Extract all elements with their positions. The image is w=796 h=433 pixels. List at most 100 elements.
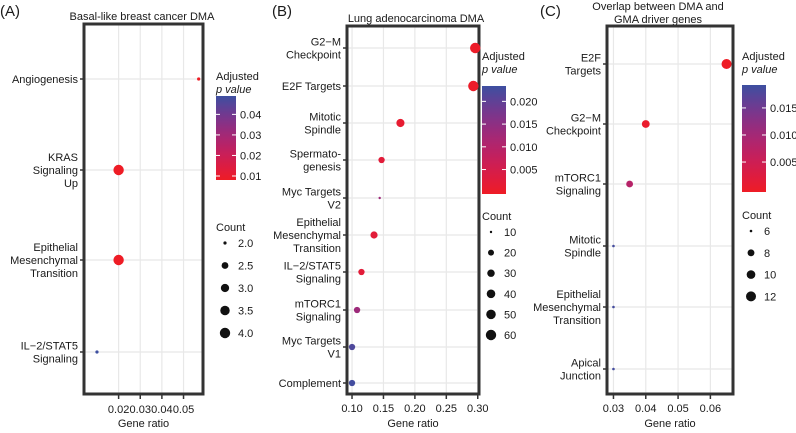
x-tick-label: 0.25 <box>436 403 457 415</box>
category-label: Complement <box>279 378 341 390</box>
color-bar <box>216 96 236 180</box>
x-tick-label: 0.20 <box>404 403 425 415</box>
color-legend-title: p value <box>481 64 517 76</box>
plot-frame <box>605 24 735 396</box>
size-legend-label: 6 <box>764 226 770 238</box>
panel-a: (A) Basal-like breast cancer DMA Angiogene… <box>0 3 261 430</box>
plot-frame <box>345 24 481 396</box>
size-legend-title: Count <box>482 211 511 223</box>
category-label: Mesenchymal <box>533 302 601 314</box>
size-legend-dot <box>220 305 230 316</box>
data-point <box>113 164 124 176</box>
plot-frame <box>82 22 205 396</box>
category-label: Spindle <box>564 248 601 260</box>
data-point <box>612 367 615 371</box>
category-label: Mesenchymal <box>273 230 341 242</box>
data-point <box>353 306 361 314</box>
size-legend-label: 3.0 <box>238 283 253 295</box>
category-label: Epithelial <box>296 217 341 229</box>
data-point <box>626 180 634 188</box>
color-bar-label: 0.010 <box>770 130 796 142</box>
category-label: Signaling <box>33 165 78 177</box>
panel-letter: (B) <box>272 3 292 20</box>
category-label: Signaling <box>296 312 341 324</box>
size-legend-dot <box>485 329 497 341</box>
color-bar-label: 0.015 <box>510 119 538 131</box>
x-tick-label: 0.03 <box>603 403 624 415</box>
size-legend-title: Count <box>216 222 245 234</box>
data-point <box>378 156 385 164</box>
data-point <box>197 77 201 81</box>
x-tick-label: 0.02 <box>108 404 129 416</box>
category-label: IL−2/STAT5 <box>284 261 341 273</box>
color-legend-title: p value <box>741 64 777 76</box>
panel-letter: (A) <box>0 3 20 20</box>
color-legend-title: Adjusted <box>742 51 785 63</box>
x-axis-label: Gene ratio <box>387 418 438 430</box>
size-legend-dot <box>746 270 756 279</box>
category-label: V2 <box>328 200 341 212</box>
color-bar-label: 0.005 <box>510 165 538 177</box>
category-label: Checkpoint <box>546 126 601 138</box>
size-legend-title: Count <box>742 210 771 222</box>
category-label: V1 <box>328 349 341 361</box>
size-legend-label: 4.0 <box>238 328 253 340</box>
category-label: Up <box>64 178 78 190</box>
data-point <box>612 305 615 309</box>
size-legend-label: 10 <box>764 270 776 282</box>
size-legend-dot <box>221 262 229 269</box>
data-point <box>396 118 405 128</box>
category-label: Mitotic <box>569 235 601 247</box>
category-label: Mitotic <box>309 112 341 124</box>
size-legend-dot <box>486 289 496 299</box>
category-label: Apical <box>571 358 601 370</box>
x-tick-label: 0.15 <box>373 403 394 415</box>
color-bar-label: 0.005 <box>770 157 796 169</box>
size-legend-label: 3.5 <box>238 306 253 318</box>
category-label: Junction <box>560 371 601 383</box>
size-legend-label: 40 <box>504 289 516 301</box>
size-legend-label: 20 <box>504 248 516 260</box>
category-label: Transition <box>553 315 601 327</box>
category-label: Targets <box>565 66 602 78</box>
category-label: Checkpoint <box>286 50 341 62</box>
x-tick-label: 0.04 <box>151 404 172 416</box>
category-label: KRAS <box>48 152 78 164</box>
size-legend-dot <box>749 229 753 233</box>
category-label: Spindle <box>304 125 341 137</box>
category-label: genesis <box>303 162 341 174</box>
size-legend-label: 50 <box>504 309 516 321</box>
color-legend-title: Adjusted <box>482 51 525 63</box>
data-point <box>470 42 481 54</box>
category-label: Signaling <box>556 186 601 198</box>
category-label: G2−M <box>311 37 341 49</box>
x-tick-label: 0.10 <box>341 403 362 415</box>
size-legend-label: 12 <box>764 291 776 303</box>
color-bar-label: 0.020 <box>510 96 538 108</box>
color-bar-label: 0.015 <box>770 103 796 115</box>
data-point <box>113 254 124 266</box>
data-point <box>95 350 99 354</box>
category-label: Transition <box>30 268 78 280</box>
category-label: E2F <box>581 53 601 65</box>
x-tick-label: 0.30 <box>467 403 488 415</box>
chart-title: Basal-like breast cancer DMA <box>70 11 216 23</box>
category-label: mTORC1 <box>295 299 341 311</box>
x-tick-label: 0.03 <box>130 404 151 416</box>
size-legend-dot <box>223 241 227 245</box>
x-tick-label: 0.04 <box>635 403 656 415</box>
size-legend-dot <box>220 283 230 293</box>
chart-title: Overlap between DMA and <box>592 1 723 13</box>
size-legend-label: 10 <box>504 227 516 239</box>
data-point <box>641 120 650 128</box>
data-point <box>358 268 365 276</box>
category-label: G2−M <box>571 113 601 125</box>
panel-letter: (C) <box>540 3 561 20</box>
category-label: Transition <box>293 243 341 255</box>
size-legend-label: 2.0 <box>238 238 253 250</box>
size-legend-dot <box>219 327 231 339</box>
size-legend-dot <box>489 230 493 234</box>
size-legend-dot <box>488 249 494 256</box>
color-bar-label: 0.02 <box>240 150 261 162</box>
data-point <box>721 59 732 69</box>
